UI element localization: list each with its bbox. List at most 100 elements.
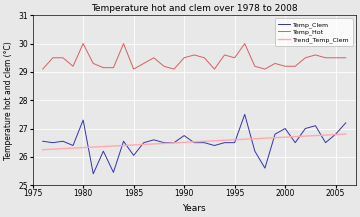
Temp_Hot	[303, 56, 307, 59]
Temp_Clem	[162, 141, 166, 144]
Temp_Clem	[182, 134, 186, 137]
Temp_Hot	[141, 62, 146, 65]
Trend_Temp_Clem	[293, 135, 297, 138]
Temp_Clem	[41, 140, 45, 143]
Temp_Clem	[51, 141, 55, 144]
Trend_Temp_Clem	[263, 137, 267, 140]
Temp_Hot	[71, 65, 75, 67]
Trend_Temp_Clem	[333, 133, 338, 136]
Temp_Clem	[101, 150, 105, 153]
Temp_Hot	[212, 68, 217, 70]
Temp_Hot	[51, 56, 55, 59]
Y-axis label: Temperature hot and clem (°C): Temperature hot and clem (°C)	[4, 41, 13, 159]
Temp_Hot	[313, 54, 318, 56]
Temp_Hot	[172, 68, 176, 70]
Temp_Hot	[162, 65, 166, 67]
Trend_Temp_Clem	[243, 138, 247, 141]
Temp_Hot	[233, 56, 237, 59]
Temp_Clem	[343, 122, 348, 124]
Trend_Temp_Clem	[233, 138, 237, 141]
Temp_Clem	[273, 133, 277, 135]
Temp_Hot	[202, 56, 207, 59]
Trend_Temp_Clem	[172, 141, 176, 144]
Temp_Clem	[233, 141, 237, 144]
Temp_Clem	[121, 140, 126, 143]
Temp_Hot	[101, 66, 105, 69]
Trend_Temp_Clem	[273, 136, 277, 139]
Temp_Hot	[41, 68, 45, 70]
Line: Temp_Clem: Temp_Clem	[43, 114, 346, 174]
Trend_Temp_Clem	[71, 147, 75, 150]
Trend_Temp_Clem	[51, 148, 55, 150]
Trend_Temp_Clem	[61, 147, 65, 150]
X-axis label: Years: Years	[183, 204, 206, 213]
Temp_Clem	[263, 167, 267, 169]
Trend_Temp_Clem	[91, 146, 95, 148]
Trend_Temp_Clem	[253, 137, 257, 140]
Temp_Hot	[333, 56, 338, 59]
Trend_Temp_Clem	[212, 140, 217, 142]
Temp_Clem	[152, 138, 156, 141]
Title: Temperature hot and clem over 1978 to 2008: Temperature hot and clem over 1978 to 20…	[91, 4, 298, 13]
Temp_Clem	[243, 113, 247, 116]
Temp_Hot	[81, 42, 85, 45]
Trend_Temp_Clem	[343, 133, 348, 135]
Temp_Hot	[273, 62, 277, 65]
Temp_Clem	[283, 127, 287, 130]
Temp_Clem	[212, 144, 217, 147]
Trend_Temp_Clem	[303, 135, 307, 137]
Trend_Temp_Clem	[222, 139, 227, 141]
Temp_Clem	[323, 141, 328, 144]
Temp_Clem	[81, 119, 85, 121]
Temp_Hot	[111, 66, 116, 69]
Trend_Temp_Clem	[81, 146, 85, 149]
Trend_Temp_Clem	[283, 136, 287, 138]
Trend_Temp_Clem	[131, 144, 136, 146]
Temp_Hot	[182, 56, 186, 59]
Temp_Clem	[172, 141, 176, 144]
Trend_Temp_Clem	[152, 143, 156, 145]
Temp_Clem	[61, 140, 65, 143]
Temp_Clem	[111, 171, 116, 174]
Trend_Temp_Clem	[313, 134, 318, 137]
Trend_Temp_Clem	[192, 141, 197, 143]
Trend_Temp_Clem	[162, 142, 166, 145]
Temp_Hot	[192, 54, 197, 56]
Temp_Hot	[323, 56, 328, 59]
Temp_Clem	[313, 124, 318, 127]
Temp_Hot	[131, 68, 136, 70]
Temp_Hot	[91, 62, 95, 65]
Temp_Clem	[131, 154, 136, 157]
Temp_Hot	[121, 42, 126, 45]
Trend_Temp_Clem	[121, 144, 126, 147]
Temp_Clem	[333, 133, 338, 135]
Line: Trend_Temp_Clem: Trend_Temp_Clem	[43, 134, 346, 150]
Temp_Clem	[141, 141, 146, 144]
Trend_Temp_Clem	[41, 148, 45, 151]
Legend: Temp_Clem, Temp_Hot, Trend_Temp_Clem: Temp_Clem, Temp_Hot, Trend_Temp_Clem	[275, 18, 353, 46]
Temp_Hot	[243, 42, 247, 45]
Temp_Clem	[192, 141, 197, 144]
Temp_Hot	[152, 56, 156, 59]
Temp_Clem	[71, 144, 75, 147]
Temp_Hot	[222, 54, 227, 56]
Line: Temp_Hot: Temp_Hot	[43, 44, 346, 69]
Temp_Hot	[293, 65, 297, 67]
Trend_Temp_Clem	[111, 145, 116, 147]
Trend_Temp_Clem	[141, 143, 146, 146]
Trend_Temp_Clem	[101, 145, 105, 148]
Temp_Clem	[202, 141, 207, 144]
Temp_Clem	[222, 141, 227, 144]
Temp_Clem	[293, 141, 297, 144]
Temp_Hot	[263, 68, 267, 70]
Trend_Temp_Clem	[323, 134, 328, 136]
Temp_Hot	[283, 65, 287, 67]
Temp_Hot	[253, 65, 257, 67]
Temp_Clem	[303, 127, 307, 130]
Trend_Temp_Clem	[182, 141, 186, 144]
Temp_Clem	[253, 150, 257, 153]
Trend_Temp_Clem	[202, 140, 207, 143]
Temp_Clem	[91, 173, 95, 175]
Temp_Hot	[61, 56, 65, 59]
Temp_Hot	[343, 56, 348, 59]
